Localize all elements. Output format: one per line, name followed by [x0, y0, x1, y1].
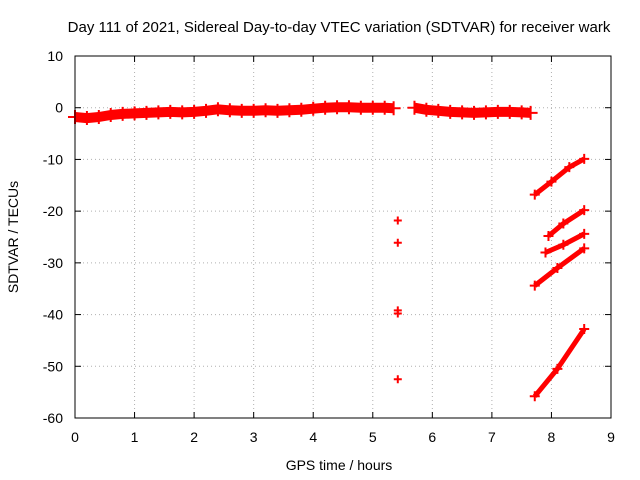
data-point: [455, 105, 470, 120]
data-point: [258, 103, 273, 118]
data-point: [419, 102, 434, 117]
plot-frame: [74, 55, 612, 419]
data-point: [393, 375, 402, 384]
data-point: [163, 104, 178, 119]
data-point: [341, 100, 356, 115]
axis-ticks: [74, 55, 612, 419]
data-point: [151, 105, 166, 120]
x-tick-label: 9: [607, 429, 615, 445]
y-tick-label: 10: [47, 48, 63, 64]
x-axis-label: GPS time / hours: [286, 457, 393, 473]
data-point: [529, 280, 540, 291]
x-tick-label: 1: [131, 429, 139, 445]
data-point: [353, 100, 368, 115]
y-tick-label: -60: [43, 410, 63, 426]
data-point: [115, 106, 130, 121]
data-point: [393, 238, 402, 247]
data-point: [558, 218, 569, 229]
data-point: [523, 105, 538, 120]
data-point: [139, 105, 154, 120]
data-point: [306, 101, 321, 116]
data-point: [490, 104, 505, 119]
data-point: [127, 106, 142, 121]
data-point: [579, 243, 590, 254]
data-point: [564, 162, 575, 173]
x-tick-label: 7: [488, 429, 496, 445]
data-point: [270, 103, 285, 118]
sdtvar-arc: [533, 156, 586, 197]
data-point: [467, 105, 482, 120]
data-point: [546, 176, 557, 187]
data-point: [386, 101, 401, 116]
data-point: [579, 228, 590, 239]
data-point: [579, 324, 590, 335]
data-point: [365, 100, 380, 115]
data-point: [558, 239, 569, 250]
y-tick-label: -40: [43, 307, 63, 323]
data-point: [222, 103, 237, 118]
data-point: [407, 100, 422, 115]
y-tick-label: -50: [43, 358, 63, 374]
data-point: [579, 153, 590, 164]
x-tick-label: 8: [548, 429, 556, 445]
data-point: [330, 100, 345, 115]
data-point: [246, 103, 261, 118]
data-point: [199, 103, 214, 118]
data-point: [393, 216, 402, 225]
chart-title: Day 111 of 2021, Sidereal Day-to-day VTE…: [68, 19, 611, 36]
y-tick-label: -20: [43, 203, 63, 219]
y-tick-label: -10: [43, 151, 63, 167]
data-point: [210, 102, 225, 117]
data-point: [175, 105, 190, 120]
data-point: [234, 103, 249, 118]
data-point: [529, 189, 540, 200]
x-tick-label: 4: [309, 429, 317, 445]
data-point: [91, 110, 106, 125]
data-point: [478, 105, 493, 120]
y-tick-label: -30: [43, 255, 63, 271]
data-point: [294, 102, 309, 117]
data-point: [552, 363, 563, 374]
x-tick-label: 6: [428, 429, 436, 445]
data-point: [540, 247, 551, 258]
sdtvar-arc: [533, 246, 586, 288]
data-point: [579, 205, 590, 216]
data-series: [68, 100, 590, 402]
data-point: [187, 104, 202, 119]
y-tick-label: 0: [55, 100, 63, 116]
data-point: [79, 111, 94, 126]
x-tick-label: 2: [190, 429, 198, 445]
tick-labels: 0 1 2 3 4 5 6 7 8 9 10 0 -10 -20 -30 -40 -50 -60: [43, 48, 615, 445]
sdtvar-arc: [532, 327, 587, 398]
data-point: [431, 103, 446, 118]
data-point: [529, 391, 540, 402]
x-tick-label: 3: [250, 429, 258, 445]
x-tick-label: 0: [71, 429, 79, 445]
data-point: [543, 230, 554, 241]
data-point: [282, 103, 297, 118]
data-point: [502, 104, 517, 119]
data-point: [318, 100, 333, 115]
data-point: [552, 263, 563, 274]
y-axis-label: SDTVAR / TECUs: [5, 181, 21, 293]
data-point: [393, 309, 402, 318]
data-point: [103, 107, 118, 122]
x-tick-label: 5: [369, 429, 377, 445]
data-point: [443, 104, 458, 119]
